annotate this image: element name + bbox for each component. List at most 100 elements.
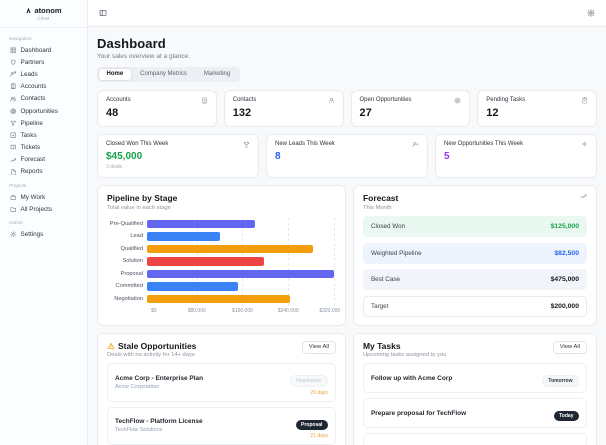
sidebar-item[interactable]: Tickets	[7, 142, 80, 154]
settings-icon[interactable]	[587, 9, 595, 17]
weekly-label: Closed Won This Week	[106, 141, 169, 148]
stat-card[interactable]: Contacts 132	[223, 89, 344, 127]
tasks-title: My Tasks	[362, 340, 401, 351]
partners-icon	[10, 59, 17, 66]
bar-proposal	[147, 269, 334, 279]
sidebar-item[interactable]: Forecast	[7, 154, 80, 166]
weekly-value: 8	[275, 150, 281, 162]
lists-row: Stale Opportunities Deals with no activi…	[97, 332, 597, 445]
stat-card[interactable]: Accounts 48	[97, 89, 217, 127]
bar-qualified	[147, 244, 314, 254]
stale-opportunity-row[interactable]: TechFlow - Platform License TechFlow Sol…	[107, 406, 336, 445]
stale-view-all-button[interactable]: View All	[301, 340, 336, 354]
sidebar-item-label: Tickets	[20, 144, 41, 152]
sidebar-item-label: Settings	[20, 231, 44, 239]
days-stale: 29 days	[310, 389, 328, 396]
sidebar-item[interactable]: Tasks	[7, 129, 80, 141]
bar-category-label: Pre-Qualified	[109, 220, 143, 227]
x-tick-label: $320,000	[319, 308, 341, 315]
reports-icon	[10, 168, 17, 176]
sidebar-item-label: Forecast	[20, 156, 46, 164]
tab[interactable]: Company Metrics	[132, 69, 195, 81]
stale-opportunity-row[interactable]: Acme Corp - Enterprise Plan Acme Corpora…	[107, 363, 336, 402]
tickets-icon	[10, 144, 17, 151]
stats-row: Accounts 48 Contacts 132 Open Opport	[97, 89, 597, 127]
tab-label: Home	[106, 71, 124, 78]
bar-solution	[147, 257, 264, 266]
user-plus-icon	[412, 141, 419, 148]
tab-label: Marketing	[203, 71, 231, 78]
bar-category-label: Qualified	[120, 245, 143, 252]
weekly-card[interactable]: New Opportunities This Week 5	[435, 133, 597, 179]
sidebar-item[interactable]: Reports	[7, 166, 80, 178]
sidebar-item[interactable]: Pipeline	[7, 117, 80, 129]
sidebar-item-label: All Projects	[20, 205, 53, 213]
stat-value: 132	[232, 106, 252, 119]
forecast-row-value: $475,000	[550, 276, 579, 284]
bar-row: Solution	[107, 255, 336, 268]
sidebar-item[interactable]: My Work	[7, 191, 80, 203]
opportunity-name: Acme Corp - Enterprise Plan	[115, 374, 204, 382]
weekly-card[interactable]: Closed Won This Week $45,000 3 deals	[97, 133, 259, 179]
dashboard-content: Dashboard Your sales overview at a glanc…	[88, 27, 606, 445]
x-tick-label: $160,000	[232, 308, 253, 315]
stat-card[interactable]: Open Opportunities 27	[350, 89, 471, 127]
sidebar-item[interactable]: Contacts	[7, 93, 80, 105]
tasks-icon	[10, 132, 17, 139]
tasks-view-all-button[interactable]: View All	[552, 340, 587, 354]
forecast-row-value: $200,000	[550, 302, 579, 310]
bar-committed	[147, 282, 238, 291]
task-row[interactable]: Follow up with Acme Corp Tomorrow	[362, 363, 587, 394]
stat-card[interactable]: Pending Tasks 12	[477, 89, 597, 127]
sidebar-item[interactable]: Partners	[7, 56, 80, 68]
opportunity-name: TechFlow - Platform License	[115, 418, 203, 426]
task-row[interactable]: Prepare proposal for TechFlow Today	[362, 398, 587, 429]
pipeline-icon	[10, 120, 17, 127]
forecast-row-label: Closed Won	[370, 223, 406, 231]
sidebar-item[interactable]: Settings	[7, 228, 80, 240]
sidebar-item-label: Opportunities	[20, 107, 58, 115]
weekly-subtext	[444, 164, 588, 170]
weekly-subtext	[275, 164, 419, 170]
weekly-value: 5	[444, 150, 450, 162]
sparkle-icon	[581, 141, 588, 148]
forecast-row-label: Weighted Pipeline	[370, 249, 422, 257]
logo-icon	[25, 7, 32, 14]
bar-lead	[147, 232, 221, 241]
bar-row: Lead	[107, 230, 336, 243]
tab[interactable]: Home	[98, 68, 132, 81]
sidebar-item[interactable]: Leads	[7, 68, 80, 80]
all-projects-icon	[10, 206, 17, 213]
stage-badge: Negotiation	[289, 375, 328, 388]
sidebar-item[interactable]: Dashboard	[7, 44, 80, 56]
sidebar-item[interactable]: All Projects	[7, 203, 80, 215]
weekly-label: New Leads This Week	[275, 141, 335, 148]
trending-up-icon	[580, 193, 587, 200]
grid-line	[288, 217, 290, 307]
opportunity-company: Acme Corporation	[115, 383, 160, 390]
pipeline-chart: Pre-Qualified Lead Qualified Solution Propos…	[107, 217, 340, 317]
sidebar-toggle-icon[interactable]	[99, 9, 107, 17]
tab[interactable]: Marketing	[196, 69, 238, 81]
sidebar: atonom CRM Navigation Dashboard Partners…	[0, 0, 88, 445]
x-tick-label: $240,000	[277, 308, 299, 315]
forecast-title: Forecast	[362, 193, 399, 204]
sidebar-item[interactable]: Opportunities	[7, 105, 80, 117]
bar-row: Negotiation	[107, 293, 336, 306]
bar-category-label: Negotiation	[114, 295, 143, 302]
weekly-subtext: 3 deals	[106, 164, 123, 171]
sidebar-nav: Navigation Dashboard Partners Leads Acco…	[0, 28, 87, 244]
stale-opportunities-card: Stale Opportunities Deals with no activi…	[97, 332, 346, 445]
page-title: Dashboard	[97, 36, 166, 51]
weekly-row: Closed Won This Week $45,000 3 deals New…	[97, 133, 597, 179]
weekly-card[interactable]: New Leads This Week 8	[266, 133, 428, 179]
weekly-label: New Opportunities This Week	[444, 141, 524, 148]
task-row[interactable]: Schedule demo with Horizon Labs Feb 25	[362, 433, 587, 445]
sidebar-item[interactable]: Accounts	[7, 81, 80, 93]
charts-row: Pipeline by Stage Total value in each st…	[97, 185, 597, 326]
tab-bar: Home Company Metrics Marketing	[97, 67, 240, 82]
task-name: Prepare proposal for TechFlow	[370, 409, 467, 417]
stat-label: Pending Tasks	[486, 97, 526, 104]
gear-icon	[10, 231, 17, 238]
forecast-row-value: $82,500	[554, 249, 579, 257]
